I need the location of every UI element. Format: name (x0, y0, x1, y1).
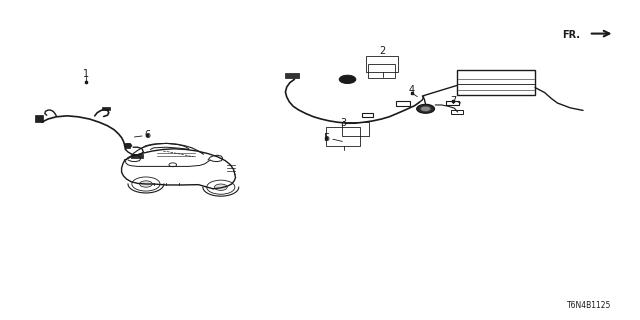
Circle shape (417, 104, 435, 113)
Text: 4: 4 (408, 84, 415, 95)
Text: 1: 1 (83, 68, 90, 79)
Text: 2: 2 (380, 46, 386, 56)
Bar (35, 115, 43, 122)
Text: 7: 7 (450, 96, 456, 106)
Bar (342, 122, 369, 136)
Circle shape (420, 106, 431, 111)
Bar (457, 70, 535, 95)
Circle shape (124, 144, 132, 148)
Text: FR.: FR. (562, 30, 580, 40)
Bar (102, 107, 110, 110)
Bar (131, 154, 143, 158)
Bar (446, 101, 459, 105)
Bar (285, 73, 299, 78)
Bar (446, 101, 459, 105)
Bar (451, 110, 463, 114)
Bar (326, 127, 360, 146)
Circle shape (339, 75, 356, 84)
Bar (368, 64, 395, 78)
Bar (125, 143, 130, 148)
Circle shape (214, 184, 227, 190)
Text: T6N4B1125: T6N4B1125 (566, 301, 611, 310)
Bar (396, 101, 410, 106)
Text: 5: 5 (323, 133, 330, 143)
Bar (362, 113, 373, 117)
Text: 6: 6 (144, 130, 150, 140)
Circle shape (140, 181, 152, 187)
Text: 3: 3 (340, 117, 347, 128)
Bar (366, 56, 398, 72)
